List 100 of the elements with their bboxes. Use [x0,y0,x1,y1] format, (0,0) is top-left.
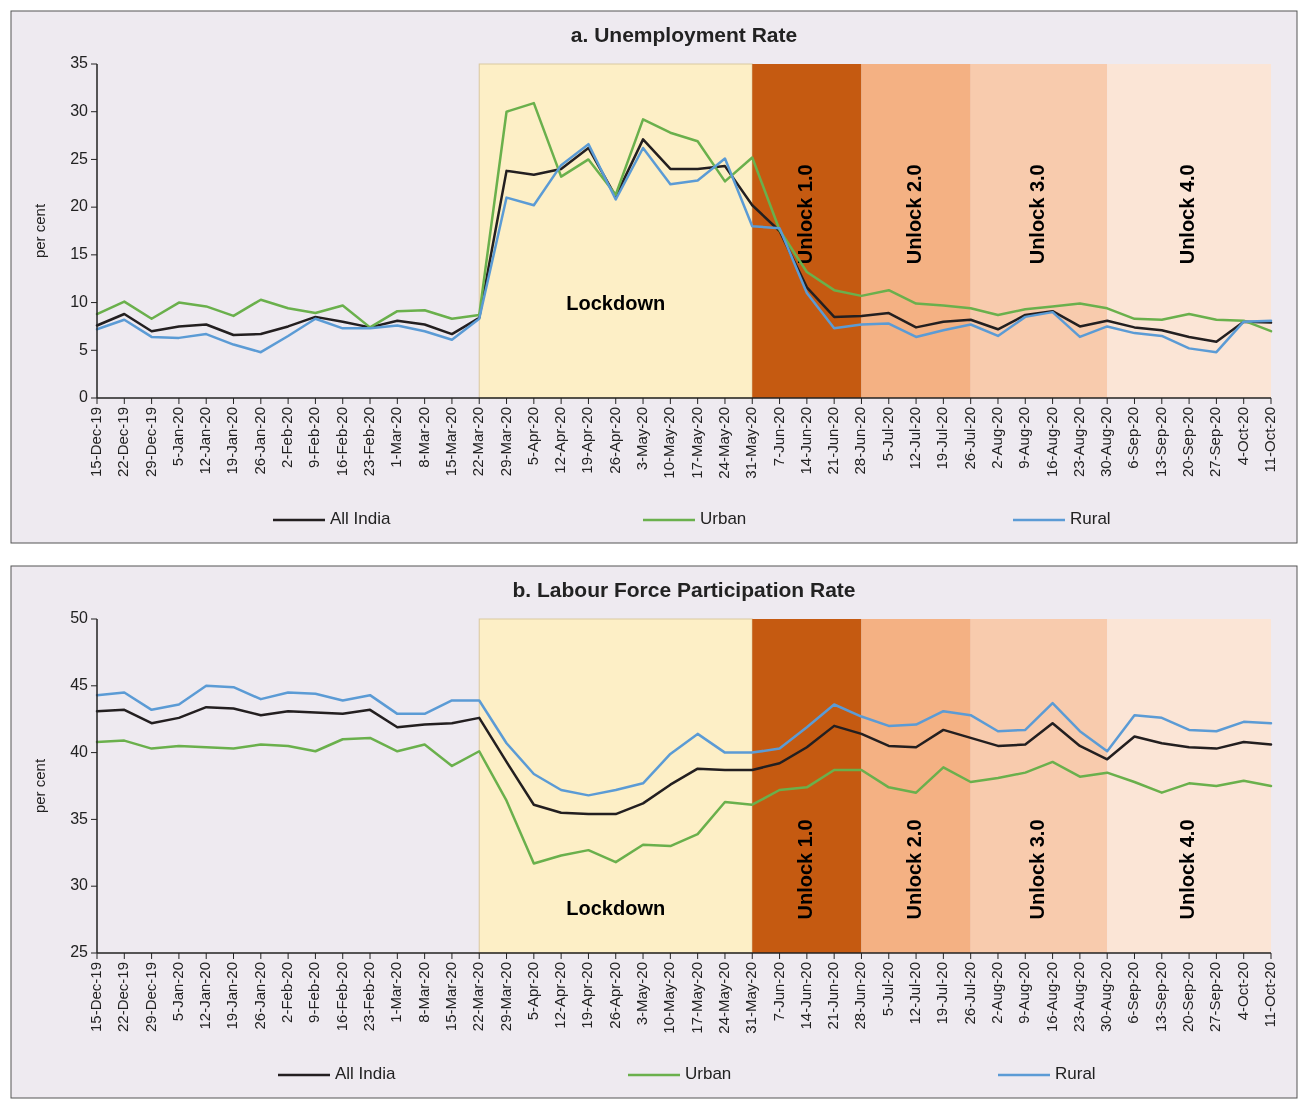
y-tick-label: 5 [79,340,89,358]
x-tick-label: 26-Jul-20 [960,962,978,1025]
x-tick-label: 19-Jan-20 [223,962,241,1030]
x-tick-label: 22-Mar-20 [469,407,487,477]
y-tick-label: 35 [70,54,89,72]
x-tick-label: 16-Aug-20 [1042,407,1060,478]
x-tick-label: 12-Jan-20 [196,407,214,475]
x-tick-label: 23-Feb-20 [359,407,377,477]
y-tick-label: 15 [70,245,89,263]
x-tick-label: 21-Jun-20 [824,962,842,1030]
band-label: Unlock 4.0 [1176,164,1199,265]
x-tick-label: 23-Aug-20 [1069,962,1087,1033]
chart-title: a. Unemployment Rate [570,23,798,46]
x-tick-label: 12-Jan-20 [196,962,214,1030]
y-tick-label: 30 [70,101,89,119]
x-tick-label: 5-Apr-20 [523,962,541,1021]
x-tick-label: 19-Jul-20 [933,962,951,1025]
band-label: Lockdown [566,896,666,919]
legend-label: All India [330,509,392,529]
band-label: Unlock 4.0 [1176,819,1199,920]
x-tick-label: 27-Sep-20 [1206,962,1224,1033]
x-tick-label: 30-Aug-20 [1097,962,1115,1033]
y-tick-label: 40 [70,742,89,760]
x-tick-label: 9-Feb-20 [305,962,323,1023]
x-tick-label: 12-Apr-20 [551,407,569,474]
y-tick-label: 20 [70,197,89,215]
line-series [95,101,1273,333]
x-tick-label: 9-Aug-20 [1015,407,1033,469]
x-tick-label: 6-Sep-20 [1124,962,1142,1024]
x-tick-label: 12-Apr-20 [551,962,569,1029]
x-tick-label: 1-Mar-20 [387,962,405,1023]
band-label: Lockdown [566,291,666,314]
y-tick-label: 0 [79,388,89,406]
x-tick-label: 19-Apr-20 [578,407,596,474]
x-tick-label: 16-Feb-20 [332,407,350,477]
band-label: Unlock 3.0 [1026,819,1049,920]
x-tick-label: 9-Aug-20 [1015,962,1033,1024]
x-tick-label: 21-Jun-20 [824,407,842,475]
y-axis-title: per cent [31,758,48,814]
x-tick-label: 20-Sep-20 [1179,407,1197,478]
x-tick-label: 28-Jun-20 [851,407,869,475]
x-tick-label: 29-Mar-20 [496,962,514,1032]
x-tick-label: 29-Mar-20 [496,407,514,477]
x-tick-label: 20-Sep-20 [1179,962,1197,1033]
x-tick-label: 22-Dec-19 [114,962,132,1033]
x-tick-label: 22-Dec-19 [114,407,132,478]
x-tick-label: 26-Jul-20 [960,407,978,470]
x-tick-label: 29-Dec-19 [141,407,159,478]
x-tick-label: 2-Feb-20 [278,407,296,468]
x-tick-label: 7-Jun-20 [769,407,787,467]
x-tick-label: 5-Jan-20 [168,962,186,1022]
x-tick-label: 3-May-20 [633,407,651,471]
legend-label: Rural [1055,1064,1096,1084]
x-tick-label: 1-Mar-20 [387,407,405,468]
y-tick-label: 35 [70,809,89,827]
x-tick-label: 30-Aug-20 [1097,407,1115,478]
x-tick-label: 17-May-20 [687,407,705,479]
x-tick-label: 2-Feb-20 [278,962,296,1023]
x-tick-label: 19-Apr-20 [578,962,596,1029]
x-tick-label: 15-Dec-19 [86,962,104,1033]
x-tick-label: 28-Jun-20 [851,962,869,1030]
x-tick-label: 26-Apr-20 [605,407,623,474]
x-tick-label: 2-Aug-20 [987,407,1005,469]
x-tick-label: 31-May-20 [742,407,760,479]
chart-title: b. Labour Force Participation Rate [512,578,856,601]
x-tick-label: 27-Sep-20 [1206,407,1224,478]
x-tick-label: 6-Sep-20 [1124,407,1142,469]
x-tick-label: 10-May-20 [660,407,678,479]
x-tick-label: 24-May-20 [714,962,732,1034]
x-tick-label: 4-Oct-20 [1233,407,1251,466]
x-tick-label: 14-Jun-20 [796,407,814,475]
x-tick-label: 15-Mar-20 [441,962,459,1032]
x-tick-label: 13-Sep-20 [1151,407,1169,478]
band-label: Unlock 2.0 [903,164,926,265]
x-tick-label: 12-Jul-20 [906,407,924,470]
y-tick-label: 50 [70,609,89,627]
x-tick-label: 5-Jan-20 [168,407,186,467]
x-tick-label: 19-Jan-20 [223,407,241,475]
x-tick-label: 16-Aug-20 [1042,962,1060,1033]
band-label: Unlock 1.0 [794,164,817,265]
band-label: Unlock 1.0 [794,819,817,920]
x-tick-label: 23-Feb-20 [359,962,377,1032]
x-tick-label: 11-Oct-20 [1260,962,1278,1028]
x-tick-label: 22-Mar-20 [469,962,487,1032]
x-tick-label: 3-May-20 [633,962,651,1026]
x-tick-label: 26-Jan-20 [250,407,268,475]
line-series [95,684,1273,797]
x-tick-label: 4-Oct-20 [1233,962,1251,1021]
x-tick-label: 24-May-20 [714,407,732,479]
band-label: Unlock 3.0 [1026,164,1049,265]
x-tick-label: 17-May-20 [687,962,705,1034]
x-tick-label: 15-Mar-20 [441,407,459,477]
legend-label: Urban [700,509,747,529]
x-tick-label: 8-Mar-20 [414,407,432,468]
x-tick-label: 5-Apr-20 [523,407,541,466]
y-tick-label: 30 [70,876,89,894]
y-axis-title: per cent [31,203,48,259]
x-tick-label: 5-Jul-20 [878,407,896,462]
x-tick-label: 19-Jul-20 [933,407,951,470]
band-label: Unlock 2.0 [903,819,926,920]
